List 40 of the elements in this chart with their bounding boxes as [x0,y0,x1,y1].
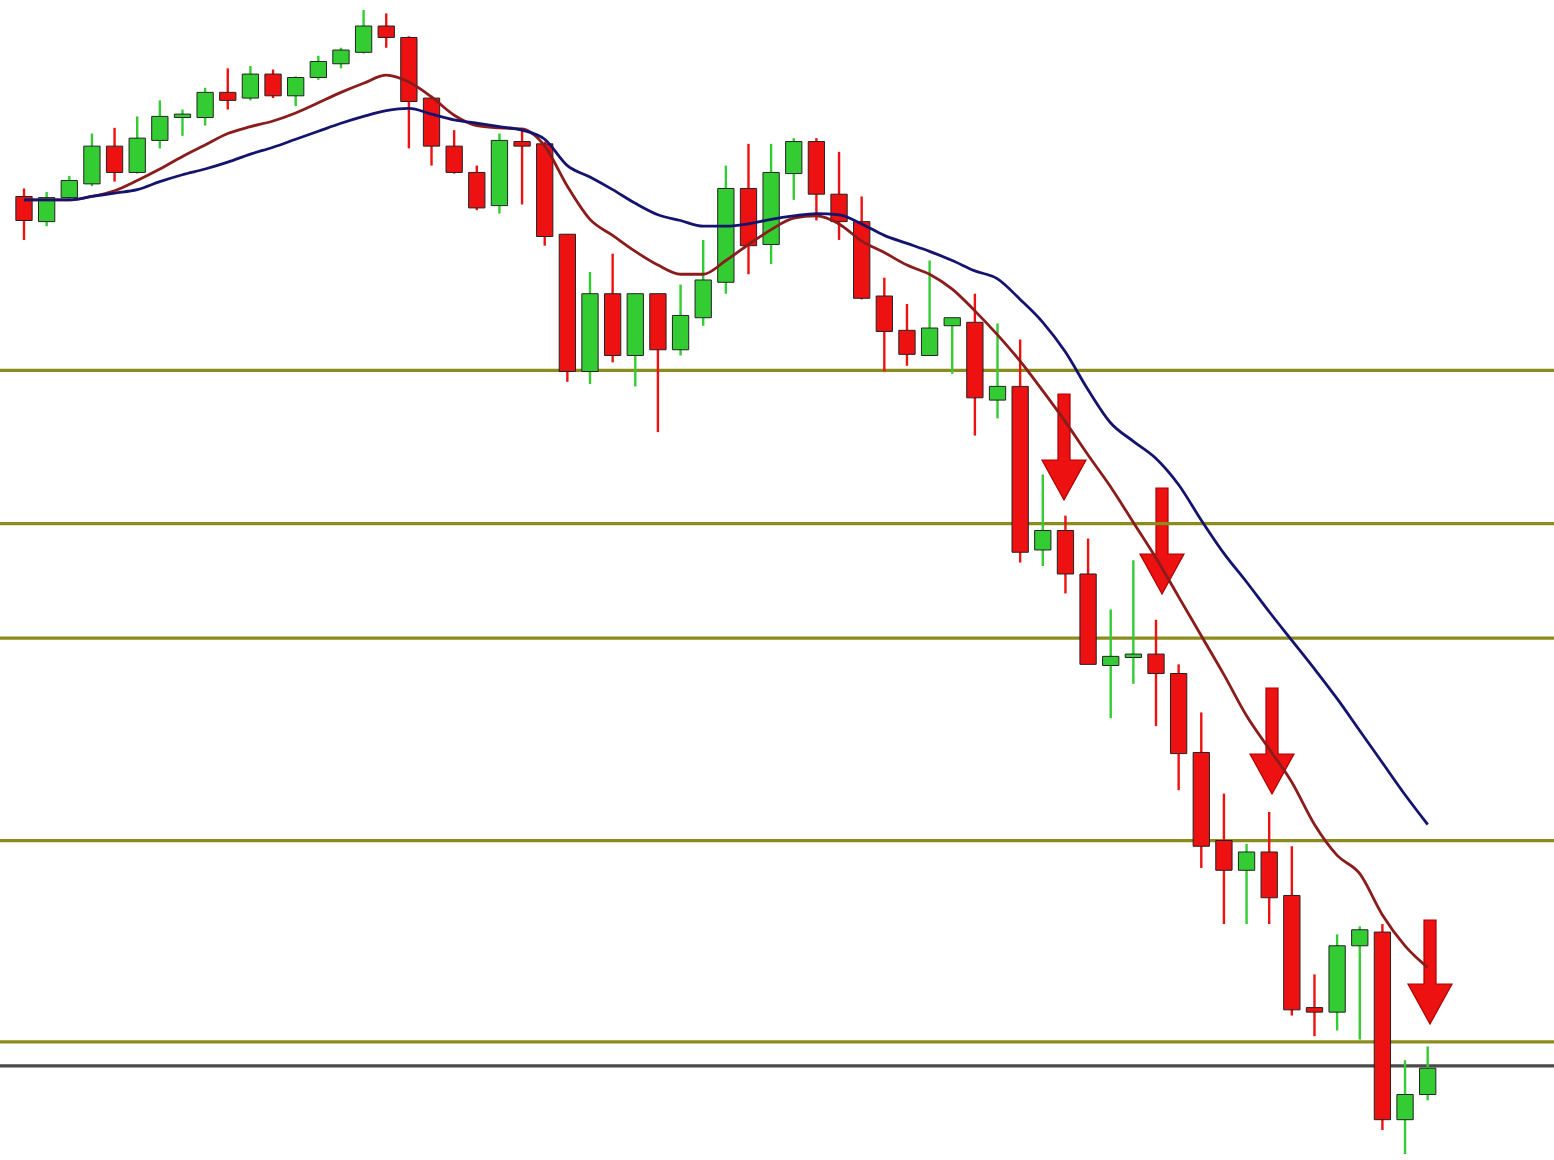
candlestick [287,75,305,108]
candlestick [920,259,939,357]
candlestick [37,190,56,228]
candlestick [1124,559,1143,686]
candlestick [1102,608,1120,720]
candlestick [1396,1058,1414,1156]
candlestick [15,187,33,242]
candlestick [354,8,373,55]
candlestick [1147,618,1165,728]
candlestick [1056,514,1075,595]
candlestick [1215,792,1233,926]
candlestick [377,12,395,49]
candlestick [173,108,192,138]
candlestick [671,283,690,357]
candlestick [332,46,350,70]
candlestick [988,322,1007,420]
candlestick [875,276,893,373]
candlestick [898,302,916,367]
candlestick [1305,973,1324,1038]
candlestick [1419,1045,1437,1102]
candlestick [468,164,486,212]
candlestick [513,128,531,206]
candlestick [445,128,463,175]
candlestick [309,54,327,81]
candlestick [151,99,169,150]
candlestick [1351,925,1369,1041]
candlestick [785,136,803,202]
candlestick [1260,810,1278,926]
candlestick [83,132,101,188]
candlestick [105,126,124,183]
candlestick [1034,473,1052,568]
candlestick [60,174,78,202]
candlestick [694,238,712,327]
candlestick [128,115,146,175]
candlestick [219,67,237,111]
candlestick [943,316,961,375]
candlestick [241,64,260,102]
candlestick [1237,842,1256,926]
candlestick [196,86,214,127]
candlestick [264,68,282,100]
